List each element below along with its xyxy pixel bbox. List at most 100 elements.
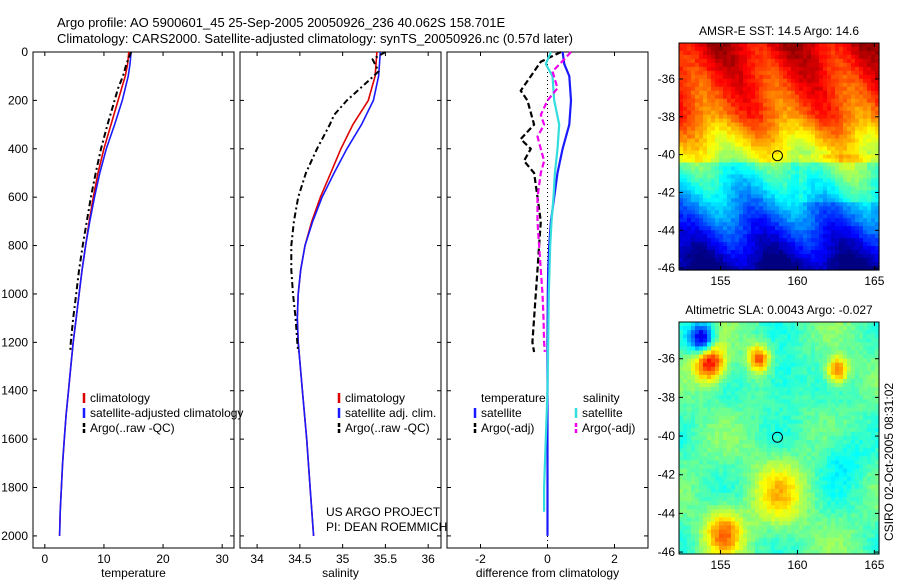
map-cell (863, 62, 868, 68)
map-cell (787, 82, 792, 88)
map-cell (843, 350, 848, 356)
map-cell (687, 266, 692, 271)
map-cell (747, 476, 752, 482)
map-cell (795, 354, 800, 360)
map-cell (783, 186, 788, 191)
map-cell (803, 464, 808, 470)
map-cell (795, 82, 800, 88)
map-cell (831, 448, 836, 453)
map-cell (867, 134, 872, 140)
map-cell (835, 230, 840, 235)
map-cell (731, 118, 736, 124)
map-cell (799, 448, 804, 453)
map-cell (771, 78, 776, 84)
map-cell (747, 70, 752, 76)
map-cell (699, 138, 704, 144)
map-cell (803, 202, 808, 207)
map-cell (699, 448, 704, 453)
map-cell (683, 74, 688, 80)
map-cell (747, 94, 752, 100)
map-cell (731, 370, 736, 376)
map-cell (679, 444, 684, 449)
map-cell (715, 150, 720, 156)
map-cell (755, 142, 760, 148)
map-cell (843, 202, 848, 207)
map-cell (851, 460, 856, 466)
map-cell (751, 102, 756, 108)
map-cell (795, 50, 800, 56)
map-cell (779, 387, 784, 392)
map-cell (791, 222, 796, 227)
map-cell (839, 66, 844, 72)
map-cell (727, 198, 732, 203)
map-cell (707, 395, 712, 400)
map-cell (819, 142, 824, 148)
map-cell (787, 43, 792, 48)
map-cell (731, 226, 736, 231)
map-cell (715, 350, 720, 356)
map-cell (795, 448, 800, 453)
map-cell (871, 238, 876, 243)
map-cell (807, 435, 812, 441)
map-cell (723, 448, 728, 453)
map-cell (759, 66, 764, 72)
map-cell (847, 403, 852, 409)
map-cell (847, 138, 852, 144)
map-cell (747, 114, 752, 120)
map-cell (843, 46, 848, 52)
map-cell (735, 102, 740, 108)
map-cell (763, 118, 768, 124)
map-cell (811, 62, 816, 68)
map-cell (811, 452, 816, 457)
map-cell (727, 387, 732, 392)
map-cell (683, 46, 688, 52)
map-cell (763, 431, 768, 437)
map-cell (755, 122, 760, 128)
map-cell (763, 387, 768, 392)
map-cell (867, 210, 872, 215)
map-cell (751, 354, 756, 360)
map-cell (767, 202, 772, 207)
map-cell (791, 395, 796, 400)
map-cell (723, 146, 728, 152)
map-cell (767, 62, 772, 68)
map-cell (811, 86, 816, 92)
map-cell (751, 346, 756, 352)
map-cell (815, 66, 820, 72)
map-cell (727, 182, 732, 187)
map-cell (747, 50, 752, 56)
map-cell (803, 142, 808, 148)
map-cell (803, 411, 808, 417)
map-cell (711, 70, 716, 76)
map-cell (871, 162, 876, 168)
map-cell (679, 346, 684, 352)
map-cell (839, 460, 844, 466)
map-cell (755, 411, 760, 417)
map-cell (871, 142, 876, 148)
map-cell (683, 338, 688, 343)
series-line-argo-raw-qc- (290, 51, 386, 353)
map-cell (843, 403, 848, 409)
map-cell (811, 118, 816, 124)
map-cell (791, 387, 796, 392)
map-cell (779, 266, 784, 271)
map-cell (699, 46, 704, 52)
map-cell (863, 246, 868, 251)
map-cell (739, 146, 744, 152)
map-cell (791, 166, 796, 172)
map-cell (691, 448, 696, 453)
map-cell (859, 387, 864, 392)
map-cell (791, 106, 796, 112)
map-cell (695, 134, 700, 140)
map-cell (783, 464, 788, 470)
map-cell (855, 190, 860, 195)
map-cell (871, 234, 876, 239)
map-cell (851, 178, 856, 183)
map-cell (827, 468, 832, 474)
map-cell (787, 427, 792, 433)
map-cell (839, 423, 844, 429)
map-cell (815, 346, 820, 352)
map-cell (715, 362, 720, 368)
map-cell (775, 258, 780, 263)
map-cell (835, 407, 840, 413)
